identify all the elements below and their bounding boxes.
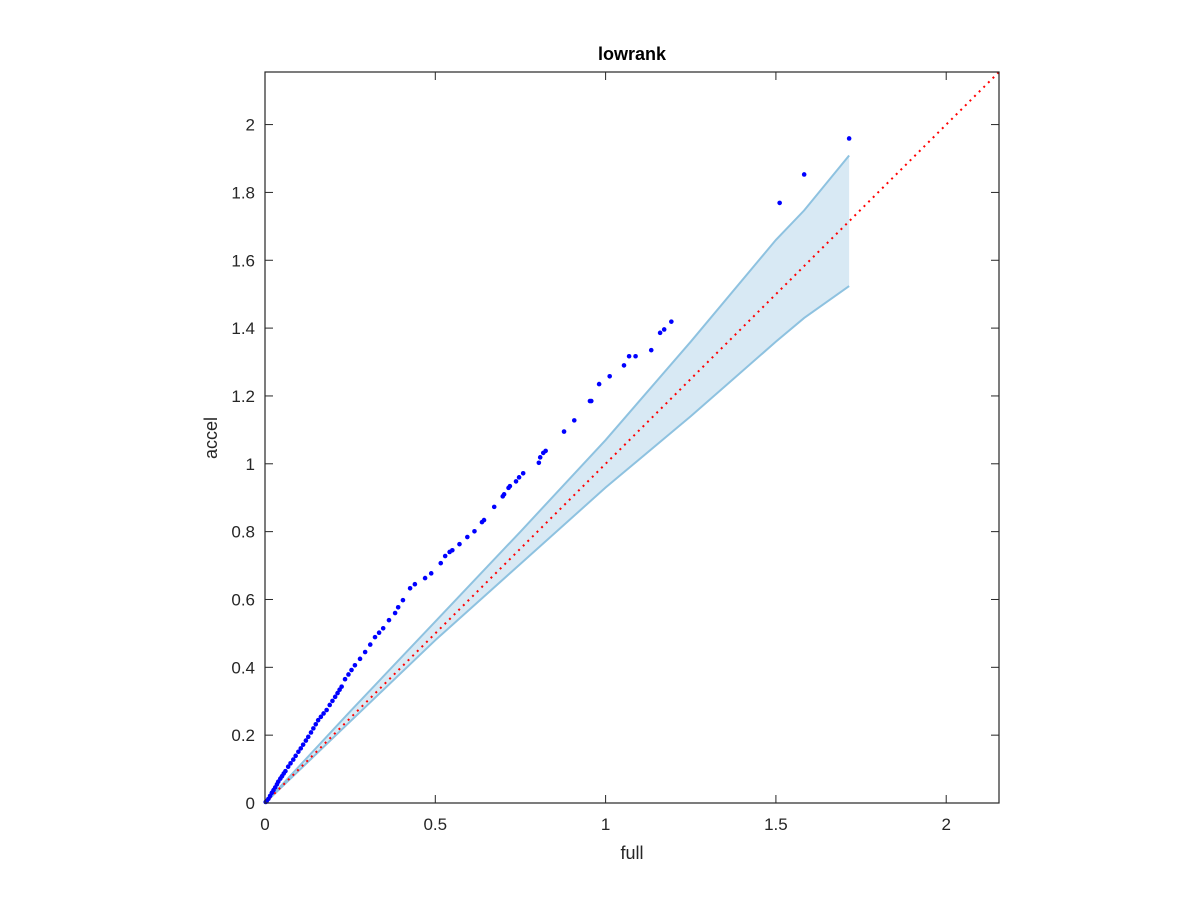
data-point [293,753,298,759]
data-point [386,617,392,623]
y-tick-label: 1.8 [231,183,255,202]
data-point [846,136,852,141]
data-point [321,711,326,716]
data-point [607,373,612,379]
data-point [596,381,602,387]
data-point [626,353,632,359]
axes-box [264,71,1000,804]
band-fill [265,155,850,804]
data-point [288,761,293,766]
data-point [543,448,548,454]
y-tick-label: 0.8 [231,523,255,542]
data-point [520,470,526,476]
x-tick-label: 1.5 [764,815,788,834]
data-point [380,626,386,631]
x-tick-label: 0.5 [423,815,447,834]
data-point [300,742,306,747]
y-tick-label: 1 [246,455,255,474]
data-point [303,738,309,743]
x-tick-label: 1 [601,815,610,834]
data-point [311,726,316,731]
data-point [395,604,401,610]
data-point [376,630,382,636]
y-tick-label: 0.4 [231,658,255,677]
data-point [621,363,627,368]
data-point [367,642,373,647]
data-point [335,690,340,696]
data-point [422,575,428,581]
y-tick-label: 0 [246,794,255,813]
y-axis-label: accel [201,417,221,459]
data-point [657,330,663,336]
y-tick-label: 1.2 [231,387,255,406]
data-point [330,698,335,704]
data-point [305,734,311,740]
data-point [313,722,319,727]
x-tick-label: 0 [260,815,269,834]
data-point [669,319,674,324]
data-point [392,610,398,616]
axes: 0 0.5 1 1.5 2 0 0.2 0.4 0.6 0.8 1 1.2 1.4 1.6 1.8 2 [231,71,1000,834]
data-point [352,662,358,668]
data-point [442,553,448,559]
data-point [327,702,333,708]
data-point [346,672,351,677]
data-point [661,327,667,332]
data-point [516,475,522,480]
y-tick-label: 1.4 [231,319,255,338]
y-tick-label: 1.6 [231,251,255,270]
data-point [349,667,354,673]
data-point [283,768,288,774]
data-point [407,585,413,591]
confidence-band [264,154,850,804]
data-point [339,684,344,689]
data-point [457,541,462,547]
data-point [537,455,543,460]
data-point [357,656,363,662]
data-point [472,528,477,534]
data-points [263,136,852,805]
data-point [412,581,418,587]
data-point [633,353,638,359]
data-point [501,492,507,497]
data-point [342,676,348,682]
band-upper-edge [264,154,850,804]
data-point [777,200,782,206]
data-point [318,714,324,720]
y-tick-label: 0.2 [231,726,255,745]
data-point [285,764,291,770]
data-point [648,347,654,353]
data-point [450,547,455,553]
y-tick-label: 2 [246,116,255,135]
chart-title: lowrank [598,44,667,64]
data-point [372,634,378,640]
x-axis-label: full [620,843,643,863]
data-point [400,597,406,603]
band-lower-edge [264,285,850,804]
data-point [801,172,807,177]
data-point [465,534,470,540]
x-tick-label: 2 [941,815,950,834]
y-tick-label: 0.6 [231,590,255,609]
data-point [571,418,577,423]
data-point [308,730,314,735]
data-point [513,479,519,484]
data-point [507,483,513,489]
data-point [438,560,444,566]
data-point [428,571,434,576]
data-point [491,504,497,510]
data-point [481,517,487,523]
data-point [362,649,368,655]
data-point [588,398,594,404]
data-point [290,757,296,762]
data-point [561,429,567,434]
data-point [296,749,301,755]
data-point [332,694,338,700]
data-point [536,460,542,466]
data-point [324,707,329,713]
data-point [315,717,321,723]
data-point [298,746,304,751]
